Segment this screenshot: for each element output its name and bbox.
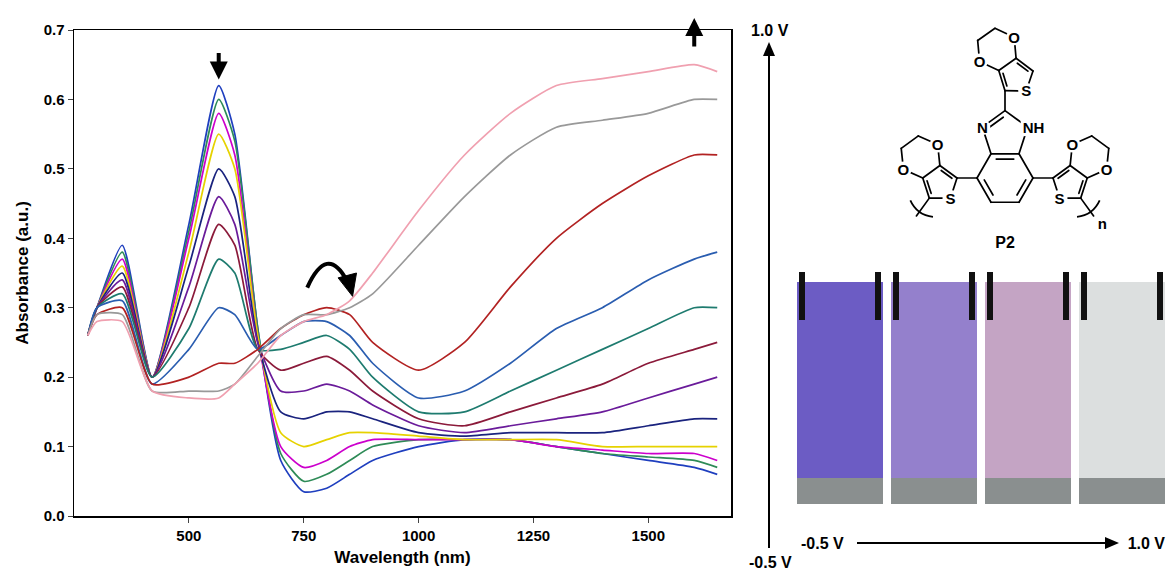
svg-text:O: O <box>1101 161 1113 178</box>
svg-text:n: n <box>1098 215 1107 232</box>
svg-text:-0.5 V: -0.5 V <box>801 535 844 552</box>
svg-text:0.5: 0.5 <box>44 160 65 177</box>
svg-text:1.0 V: 1.0 V <box>751 22 789 39</box>
svg-text:1500: 1500 <box>632 527 665 544</box>
svg-text:0.3: 0.3 <box>44 299 65 316</box>
svg-text:N: N <box>977 119 988 136</box>
svg-text:P2: P2 <box>995 234 1015 251</box>
svg-text:O: O <box>898 161 910 178</box>
svg-text:-0.5 V: -0.5 V <box>749 554 792 571</box>
svg-text:Absorbance (a.u.): Absorbance (a.u.) <box>13 201 32 345</box>
svg-text:S: S <box>1021 82 1031 99</box>
svg-text:1000: 1000 <box>402 527 435 544</box>
svg-text:S: S <box>945 190 955 207</box>
svg-text:1.0 V: 1.0 V <box>1128 535 1166 552</box>
svg-text:750: 750 <box>291 527 316 544</box>
svg-text:Wavelength (nm): Wavelength (nm) <box>334 548 470 567</box>
svg-text:O: O <box>932 136 944 153</box>
svg-text:0.2: 0.2 <box>44 368 65 385</box>
svg-text:0.0: 0.0 <box>44 507 65 524</box>
svg-text:O: O <box>974 53 986 70</box>
svg-text:0.7: 0.7 <box>44 21 65 38</box>
svg-text:0.1: 0.1 <box>44 438 65 455</box>
svg-text:0.6: 0.6 <box>44 91 65 108</box>
svg-text:O: O <box>1008 29 1020 46</box>
svg-text:0.4: 0.4 <box>44 230 66 247</box>
svg-text:1250: 1250 <box>517 527 550 544</box>
svg-text:NH: NH <box>1023 119 1045 136</box>
svg-text:500: 500 <box>176 527 201 544</box>
svg-text:O: O <box>1066 136 1078 153</box>
svg-text:S: S <box>1055 190 1065 207</box>
